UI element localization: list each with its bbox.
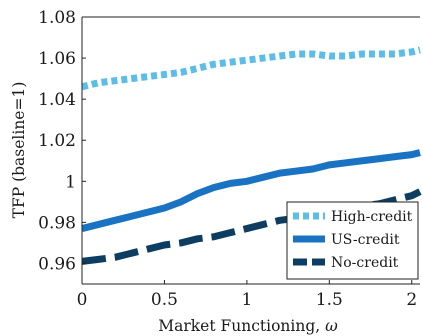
legend-label-high-credit: High-credit <box>331 209 413 225</box>
legend-label-us-credit: US-credit <box>331 232 400 248</box>
omega-symbol: ω <box>325 317 338 335</box>
x-axis-label-text: Market Functioning, <box>158 317 325 335</box>
y-axis-label: TFP (baseline=1) <box>10 82 28 219</box>
series-line-us-credit <box>81 149 421 232</box>
series-line-no-credit <box>81 188 422 265</box>
y-tick-label: 1 <box>65 172 76 192</box>
axes-layer: 0.96 0.98 1 1.02 1.04 1.06 1.08 0 0.5 1 1.5 2 <box>38 8 420 310</box>
x-tick-label: 2 <box>406 290 417 310</box>
y-tick-label: 1.02 <box>38 131 76 151</box>
x-tick-label: 1.5 <box>316 290 343 310</box>
plot-layer <box>81 46 422 265</box>
y-tick-label: 1.04 <box>38 90 76 110</box>
x-tick-label: 0 <box>77 290 88 310</box>
x-axis-label: Market Functioning, ω <box>158 317 338 335</box>
legend: High-credit US-credit No-credit <box>286 201 419 280</box>
y-tick-label: 0.96 <box>38 254 76 274</box>
series-line-high-credit <box>81 46 421 91</box>
y-tick-label: 1.06 <box>38 49 76 69</box>
y-tick-label: 1.08 <box>38 8 76 28</box>
y-tick-label: 0.98 <box>38 213 76 233</box>
x-tick-label: 1 <box>241 290 252 310</box>
legend-label-no-credit: No-credit <box>331 255 399 271</box>
x-tick-label: 0.5 <box>151 290 178 310</box>
